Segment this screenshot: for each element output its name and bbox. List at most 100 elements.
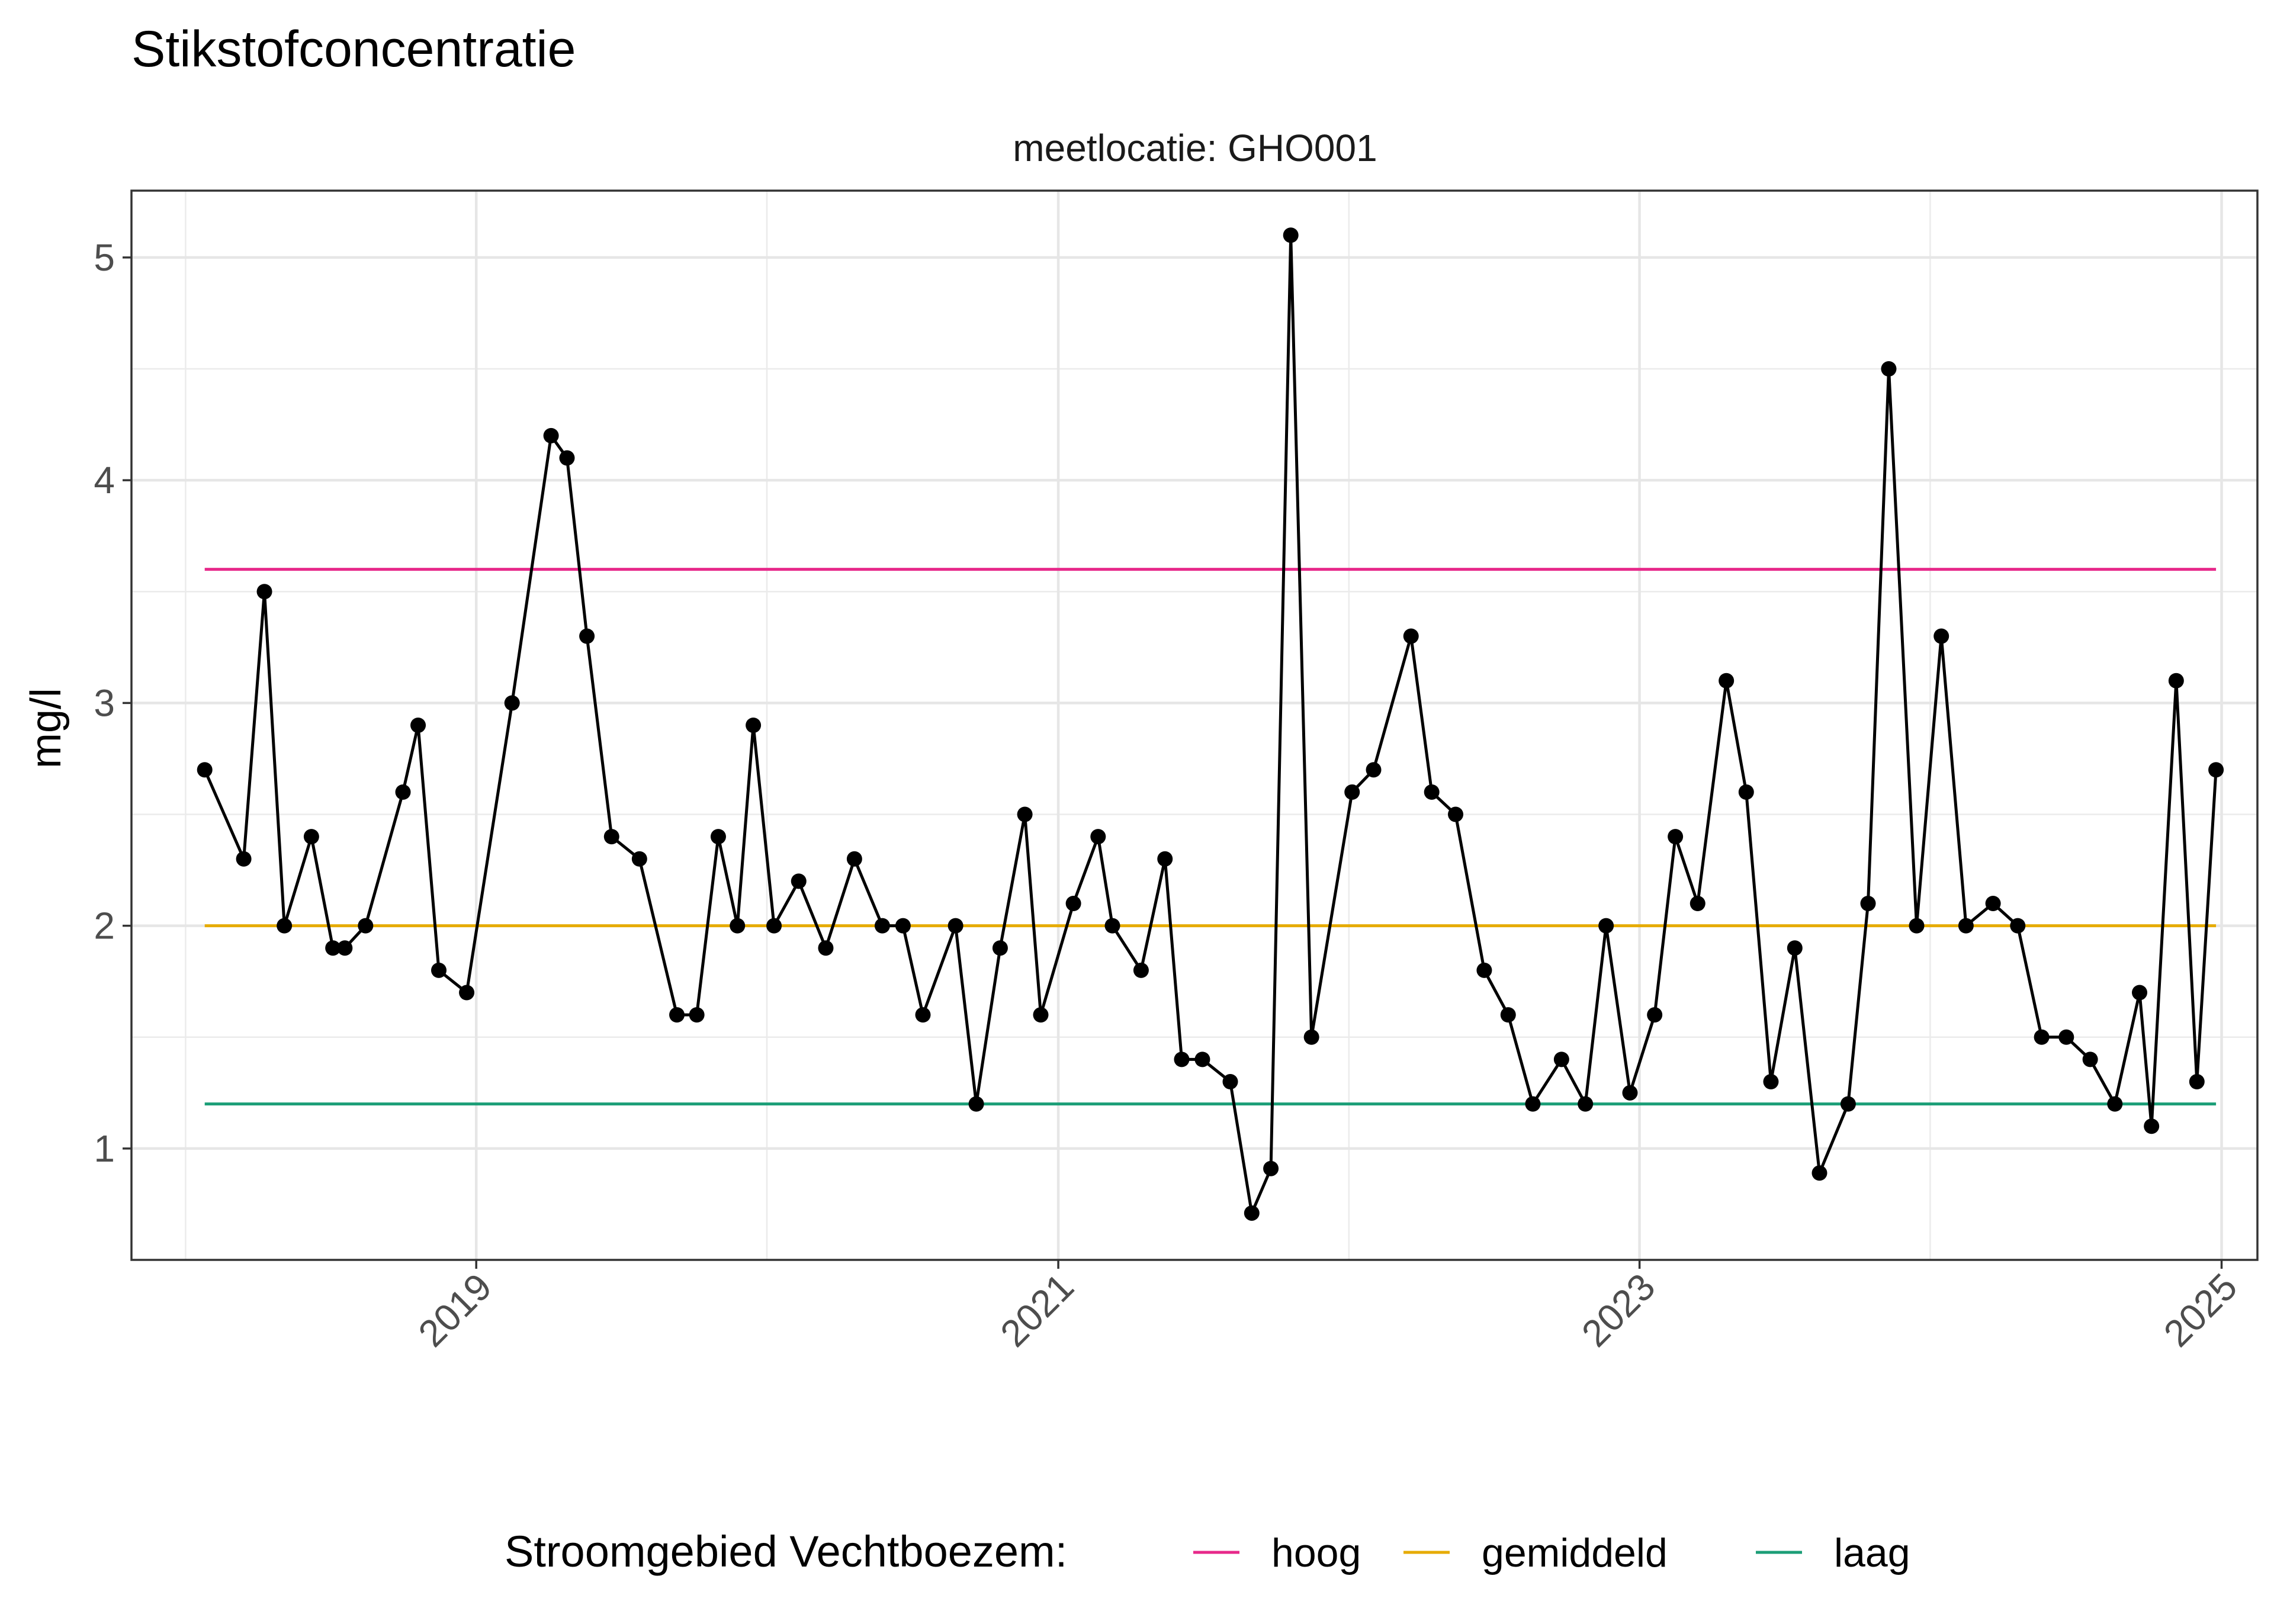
data-point (603, 829, 619, 845)
data-point (1090, 829, 1106, 845)
data-point (1283, 227, 1299, 243)
data-point (1840, 1096, 1856, 1112)
data-point (1133, 962, 1149, 978)
data-point (256, 584, 272, 600)
data-point (2058, 1029, 2074, 1045)
chart-title: Stikstofconcentratie (131, 21, 576, 78)
data-point (1860, 896, 1876, 911)
plot-panel (130, 189, 2259, 1261)
y-tick-label: 4 (94, 459, 115, 501)
data-point (846, 851, 862, 867)
data-point (1104, 918, 1120, 934)
legend-label-gemiddeld: gemiddeld (1482, 1530, 1668, 1575)
data-point (197, 762, 213, 778)
data-point (1622, 1085, 1638, 1101)
x-tick-label: 2025 (2156, 1265, 2246, 1355)
data-point (1690, 896, 1706, 911)
data-point (358, 918, 374, 934)
data-point (1403, 628, 1419, 644)
data-point (236, 851, 252, 867)
data-point (1578, 1096, 1594, 1112)
data-point (2132, 985, 2148, 1001)
data-point (1174, 1051, 1190, 1067)
data-point (504, 695, 520, 711)
data-point (1553, 1051, 1569, 1067)
data-point (559, 450, 575, 466)
plot-background (131, 191, 2257, 1260)
data-point (2082, 1051, 2098, 1067)
data-point (948, 918, 963, 934)
data-point (2168, 673, 2184, 689)
data-point (1157, 851, 1173, 867)
data-point (1366, 762, 1382, 778)
data-point (1881, 361, 1897, 377)
data-point (1344, 784, 1360, 800)
data-point (459, 985, 475, 1001)
legend: Stroomgebied Vechtboezem: hoog gemiddeld l… (505, 1527, 1910, 1576)
data-point (579, 628, 595, 644)
legend-label-laag: laag (1834, 1530, 1910, 1575)
plot-border (130, 189, 2259, 1261)
data-point (2107, 1096, 2123, 1112)
data-point (1958, 918, 1974, 934)
data-point (431, 962, 447, 978)
x-tick-label: 2021 (992, 1265, 1082, 1355)
data-point (1194, 1051, 1210, 1067)
data-point (710, 829, 726, 845)
data-point (1909, 918, 1925, 934)
data-point (631, 851, 647, 867)
data-point (1500, 1007, 1516, 1023)
data-point (1263, 1160, 1279, 1176)
legend-items: hoog gemiddeld laag (1193, 1530, 1910, 1575)
data-point (2034, 1029, 2050, 1045)
data-point (1812, 1165, 1827, 1181)
data-point (325, 940, 341, 956)
y-axis-label: mg/l (23, 688, 70, 768)
x-tick-label: 2019 (410, 1265, 500, 1355)
legend-label-hoog: hoog (1271, 1530, 1361, 1575)
data-point (915, 1007, 931, 1023)
data-point (2144, 1118, 2160, 1134)
data-point (968, 1096, 984, 1112)
data-point (730, 918, 746, 934)
data-point (1738, 784, 1754, 800)
data-point (1476, 962, 1492, 978)
data-point (1033, 1007, 1049, 1023)
data-point (1598, 918, 1614, 934)
data-point (337, 940, 353, 956)
y-tick-label: 3 (94, 681, 115, 724)
data-point (818, 940, 834, 956)
data-point (895, 918, 911, 934)
data-point (543, 427, 559, 443)
data-point (1985, 896, 2001, 911)
panel-subtitle: meetlocatie: GHO001 (1013, 127, 1377, 169)
data-point (1017, 806, 1033, 822)
data-point (2208, 762, 2224, 778)
x-axis: 2019 2021 2023 2025 (410, 1260, 2246, 1355)
data-point (1933, 628, 1949, 644)
data-point (410, 718, 426, 733)
y-tick-label: 1 (94, 1127, 115, 1170)
data-point (791, 873, 807, 889)
data-point (1763, 1074, 1779, 1089)
data-point (1525, 1096, 1541, 1112)
y-axis: 1 2 3 4 5 (94, 236, 131, 1170)
data-points (197, 227, 2224, 1221)
data-point (1719, 673, 1735, 689)
data-point (2010, 918, 2026, 934)
data-point (277, 918, 293, 934)
data-point (1424, 784, 1440, 800)
data-point (395, 784, 411, 800)
data-point (1448, 806, 1464, 822)
data-point (1303, 1029, 1319, 1045)
data-point (2189, 1074, 2205, 1089)
data-point (992, 940, 1008, 956)
data-point (669, 1007, 685, 1023)
data-point (689, 1007, 705, 1023)
legend-title: Stroomgebied Vechtboezem: (505, 1527, 1067, 1576)
y-tick-label: 2 (94, 905, 115, 947)
data-point (766, 918, 782, 934)
data-point (1244, 1205, 1260, 1221)
data-point (1222, 1074, 1238, 1089)
